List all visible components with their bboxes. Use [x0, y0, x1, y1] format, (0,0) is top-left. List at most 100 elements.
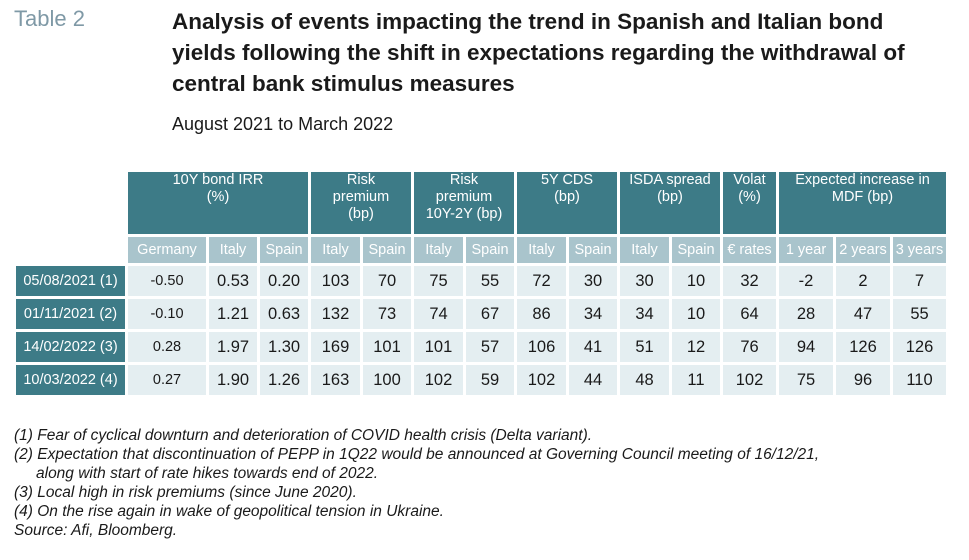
table-cell: 0.53 [209, 263, 257, 296]
subheader-cell: Italy [311, 234, 360, 263]
footnote-continuation: along with start of rate hikes towards e… [36, 465, 379, 482]
table-body: 05/08/2021 (1) -0.50 0.53 0.20 103 70 75 55 72 30… [16, 263, 946, 395]
table-cell: 1.26 [260, 362, 308, 395]
table-cell: 32 [723, 263, 776, 296]
footnote: (4) On the rise again in wake of geopoli… [14, 503, 444, 520]
table-row: 05/08/2021 (1) -0.50 0.53 0.20 103 70 75 55 72 30… [16, 263, 946, 296]
subheader-cell: € rates [723, 234, 776, 263]
table-cell: 102 [414, 362, 463, 395]
subheader-row: Germany Italy Spain Italy Spain Italy Sp… [16, 234, 946, 263]
table-row: 14/02/2022 (3) 0.28 1.97 1.30 169 101 101 57 106… [16, 329, 946, 362]
table-cell: 94 [779, 329, 833, 362]
table-cell: 100 [363, 362, 411, 395]
row-label: 10/03/2022 (4) [16, 362, 125, 395]
table-cell: 110 [893, 362, 946, 395]
table-cell: 11 [672, 362, 720, 395]
table-cell: 34 [620, 296, 669, 329]
group-header-10y-irr: 10Y bond IRR (%) [128, 172, 308, 234]
corner-cell [16, 172, 125, 234]
subheader-cell: Spain [363, 234, 411, 263]
table-cell: 30 [569, 263, 617, 296]
table-cell: 57 [466, 329, 514, 362]
table-cell: 0.28 [128, 329, 206, 362]
table-cell: 126 [836, 329, 890, 362]
table-row: 01/11/2021 (2) -0.10 1.21 0.63 132 73 74 67 86 34… [16, 296, 946, 329]
table-cell: 75 [414, 263, 463, 296]
table-cell: 10 [672, 296, 720, 329]
table-cell: -2 [779, 263, 833, 296]
table-cell: 7 [893, 263, 946, 296]
table-row: 10/03/2022 (4) 0.27 1.90 1.26 163 100 102 59 102… [16, 362, 946, 395]
table-cell: 102 [723, 362, 776, 395]
table-cell: 30 [620, 263, 669, 296]
table-cell: 101 [414, 329, 463, 362]
table-cell: 73 [363, 296, 411, 329]
table-cell: 48 [620, 362, 669, 395]
table-cell: 64 [723, 296, 776, 329]
table-cell: 103 [311, 263, 360, 296]
table-subtitle: August 2021 to March 2022 [172, 114, 394, 134]
row-label: 05/08/2021 (1) [16, 263, 125, 296]
table-cell: 101 [363, 329, 411, 362]
table-number-label: Table 2 [14, 6, 85, 31]
table-cell: 44 [569, 362, 617, 395]
table-cell: 0.27 [128, 362, 206, 395]
table-cell: 2 [836, 263, 890, 296]
table-cell: 55 [466, 263, 514, 296]
footnotes: (1) Fear of cyclical downturn and deteri… [14, 426, 819, 540]
corner-cell [16, 234, 125, 263]
table-cell: 169 [311, 329, 360, 362]
subheader-cell: Spain [260, 234, 308, 263]
table-cell: 55 [893, 296, 946, 329]
subheader-cell: 3 years [893, 234, 946, 263]
group-header-mdf: Expected increase in MDF (bp) [779, 172, 946, 234]
table-cell: 102 [517, 362, 566, 395]
table-cell: 59 [466, 362, 514, 395]
table-cell: 41 [569, 329, 617, 362]
group-header-risk-premium: Risk premium (bp) [311, 172, 411, 234]
subheader-cell: Spain [569, 234, 617, 263]
table-cell: 34 [569, 296, 617, 329]
subheader-cell: Spain [672, 234, 720, 263]
row-label: 14/02/2022 (3) [16, 329, 125, 362]
table-cell: 0.63 [260, 296, 308, 329]
footnote: (3) Local high in risk premiums (since J… [14, 484, 357, 501]
table-title: Analysis of events impacting the trend i… [172, 9, 905, 96]
table-cell: 10 [672, 263, 720, 296]
group-header-row: 10Y bond IRR (%) Risk premium (bp) Risk prem… [16, 172, 946, 234]
subheader-cell: Italy [620, 234, 669, 263]
table-cell: 126 [893, 329, 946, 362]
table-cell: 86 [517, 296, 566, 329]
subheader-cell: Germany [128, 234, 206, 263]
table-cell: 96 [836, 362, 890, 395]
table-cell: 74 [414, 296, 463, 329]
group-header-risk-premium-10y-2y: Risk premium 10Y-2Y (bp) [414, 172, 514, 234]
table-cell: 0.20 [260, 263, 308, 296]
table-cell: -0.50 [128, 263, 206, 296]
table-cell: 51 [620, 329, 669, 362]
table-cell: 1.30 [260, 329, 308, 362]
footnote: (2) Expectation that discontinuation of … [14, 446, 820, 463]
table-cell: 76 [723, 329, 776, 362]
subheader-cell: Italy [517, 234, 566, 263]
subheader-cell: Italy [414, 234, 463, 263]
subheader-cell: Italy [209, 234, 257, 263]
table-cell: 67 [466, 296, 514, 329]
table-cell: 72 [517, 263, 566, 296]
table-cell: 12 [672, 329, 720, 362]
table-cell: 163 [311, 362, 360, 395]
table-cell: 47 [836, 296, 890, 329]
row-label: 01/11/2021 (2) [16, 296, 125, 329]
table-cell: 132 [311, 296, 360, 329]
table-cell: 28 [779, 296, 833, 329]
table-cell: 1.21 [209, 296, 257, 329]
subheader-cell: 1 year [779, 234, 833, 263]
subheader-cell: Spain [466, 234, 514, 263]
table-cell: -0.10 [128, 296, 206, 329]
table-cell: 75 [779, 362, 833, 395]
footnote: (1) Fear of cyclical downturn and deteri… [14, 427, 593, 444]
table-cell: 1.97 [209, 329, 257, 362]
source-note: Source: Afi, Bloomberg. [14, 522, 178, 539]
group-header-5y-cds: 5Y CDS (bp) [517, 172, 617, 234]
data-table: 10Y bond IRR (%) Risk premium (bp) Risk prem… [13, 172, 949, 395]
